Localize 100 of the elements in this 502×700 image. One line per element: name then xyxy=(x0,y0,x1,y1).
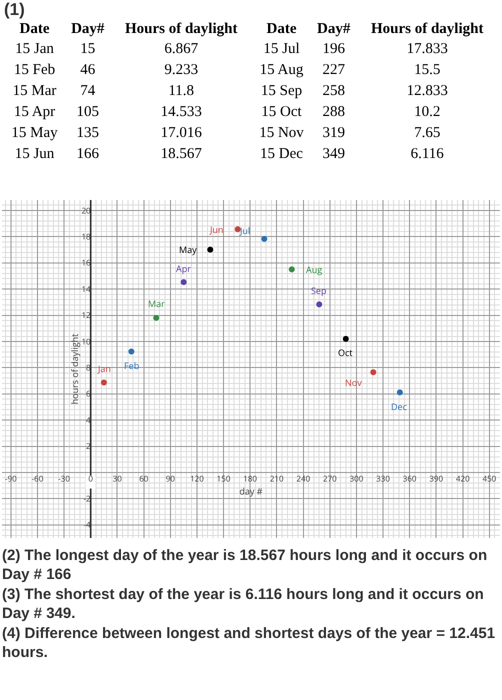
x-tick-label: 180 xyxy=(243,473,258,484)
text: (2) The longest day of the year is 18.567 hours long and it occurs on Day # 166 xyxy=(2,546,488,584)
y-tick-label: 4 xyxy=(86,414,92,426)
text: 18.567 xyxy=(160,145,203,164)
x-tick-label: 210 xyxy=(270,473,284,484)
x-tick-label: 360 xyxy=(402,473,417,484)
annotation: Dec xyxy=(391,400,408,413)
y-tick-label: 8 xyxy=(86,362,92,374)
text: 15 Jun xyxy=(14,145,56,164)
text: 7.65 xyxy=(413,124,442,143)
text: 15 Apr xyxy=(12,103,56,122)
x-axis-title: day # xyxy=(239,484,263,498)
text: 196 xyxy=(321,40,346,59)
point xyxy=(342,336,349,342)
y-axis-title: hours of daylight xyxy=(68,334,81,404)
x-tick-label: 330 xyxy=(376,473,390,484)
annotation: Jul xyxy=(239,224,250,237)
text: (3) The shortest day of the year is 6.116 hours long and it occurs on Day # 349. xyxy=(2,585,485,623)
y-tick-label: 16 xyxy=(81,258,92,269)
x-tick-label: 390 xyxy=(429,473,444,484)
text: 15 Nov xyxy=(258,124,305,143)
x-tick-label: 450 xyxy=(482,473,497,484)
point xyxy=(370,369,376,376)
text: 105 xyxy=(75,103,100,122)
annotation: Feb xyxy=(124,359,140,372)
x-tick-label: 300 xyxy=(350,473,364,484)
text: Hours of daylight xyxy=(370,20,484,39)
annotation: Apr xyxy=(176,262,192,275)
x-tick-label: 120 xyxy=(190,473,204,484)
x-tick-label: 150 xyxy=(216,473,231,484)
text: 15 Feb xyxy=(12,61,56,80)
text: 227 xyxy=(321,61,346,80)
x-tick-label: -30 xyxy=(58,473,70,484)
text: 319 xyxy=(321,124,346,143)
x-tick-label: 30 xyxy=(112,473,122,484)
x-tick-label: -90 xyxy=(4,473,18,484)
text: 74 xyxy=(79,82,96,101)
text: 6.116 xyxy=(410,145,445,164)
text: 15 Jul xyxy=(262,40,301,59)
text: 15.5 xyxy=(413,61,442,80)
point xyxy=(128,348,134,355)
text: 17.016 xyxy=(160,124,203,143)
text: 15 Sep xyxy=(260,82,304,101)
text: 135 xyxy=(75,124,100,143)
text: 14.533 xyxy=(160,103,203,122)
x-tick-label: 420 xyxy=(456,473,470,484)
text: 15 May xyxy=(10,124,59,143)
text: 15 Mar xyxy=(12,82,58,101)
y-tick-label: 18 xyxy=(81,231,92,242)
y-tick-label: 20 xyxy=(81,205,92,216)
text: Date xyxy=(266,20,298,39)
point xyxy=(288,266,295,272)
text: 6.867 xyxy=(163,40,200,59)
y-tick-label: 14 xyxy=(81,284,92,295)
text: 15 Dec xyxy=(259,145,304,164)
text: Day# xyxy=(70,20,106,39)
x-tick-label: 60 xyxy=(139,473,149,484)
text: 349 xyxy=(321,145,346,164)
annotation: May xyxy=(179,243,198,256)
text: 12.833 xyxy=(406,82,449,101)
text: 166 xyxy=(75,145,100,164)
x-tick-label: 270 xyxy=(322,473,338,484)
point xyxy=(180,279,187,286)
annotation: Oct xyxy=(338,346,353,359)
text: Date xyxy=(18,20,51,39)
point xyxy=(396,389,403,396)
text: 288 xyxy=(321,103,346,122)
x-tick-label: 90 xyxy=(166,473,176,484)
annotation: Aug xyxy=(306,263,322,276)
annotation: Nov xyxy=(345,376,362,389)
y-tick-label: 2 xyxy=(86,441,92,452)
text: (4) Difference between longest and shortest days of the year = 12.451 hours. xyxy=(2,624,496,662)
x-tick-label: 240 xyxy=(296,473,311,484)
text: 46 xyxy=(79,61,96,80)
annotation: Jan xyxy=(97,362,111,375)
text: 10.2 xyxy=(413,103,442,122)
text: Day# xyxy=(316,20,352,39)
point xyxy=(100,380,107,386)
text: 17.833 xyxy=(406,40,449,59)
point xyxy=(153,314,160,321)
y-tick-label: -2 xyxy=(83,494,92,504)
y-tick-label: 12 xyxy=(81,310,92,322)
point xyxy=(207,246,214,253)
y-tick-label: 10 xyxy=(81,336,92,348)
y-tick-label: 6 xyxy=(86,388,92,400)
annotation: Jun xyxy=(209,223,224,236)
x-tick-label: 0 xyxy=(88,473,94,484)
y-tick-label: -4 xyxy=(83,520,92,531)
text: (1) xyxy=(4,0,26,20)
point xyxy=(261,236,268,242)
text: 258 xyxy=(321,82,346,101)
x-tick-label: -60 xyxy=(32,473,44,484)
text: 15 Aug xyxy=(258,61,304,80)
point xyxy=(316,301,322,308)
text: 9.233 xyxy=(163,61,200,80)
annotation: Sep xyxy=(311,284,326,297)
text: 15 Jan xyxy=(14,40,55,59)
text: 11.8 xyxy=(167,82,196,101)
text: 15 xyxy=(79,40,96,59)
text: Hours of daylight xyxy=(124,20,238,39)
